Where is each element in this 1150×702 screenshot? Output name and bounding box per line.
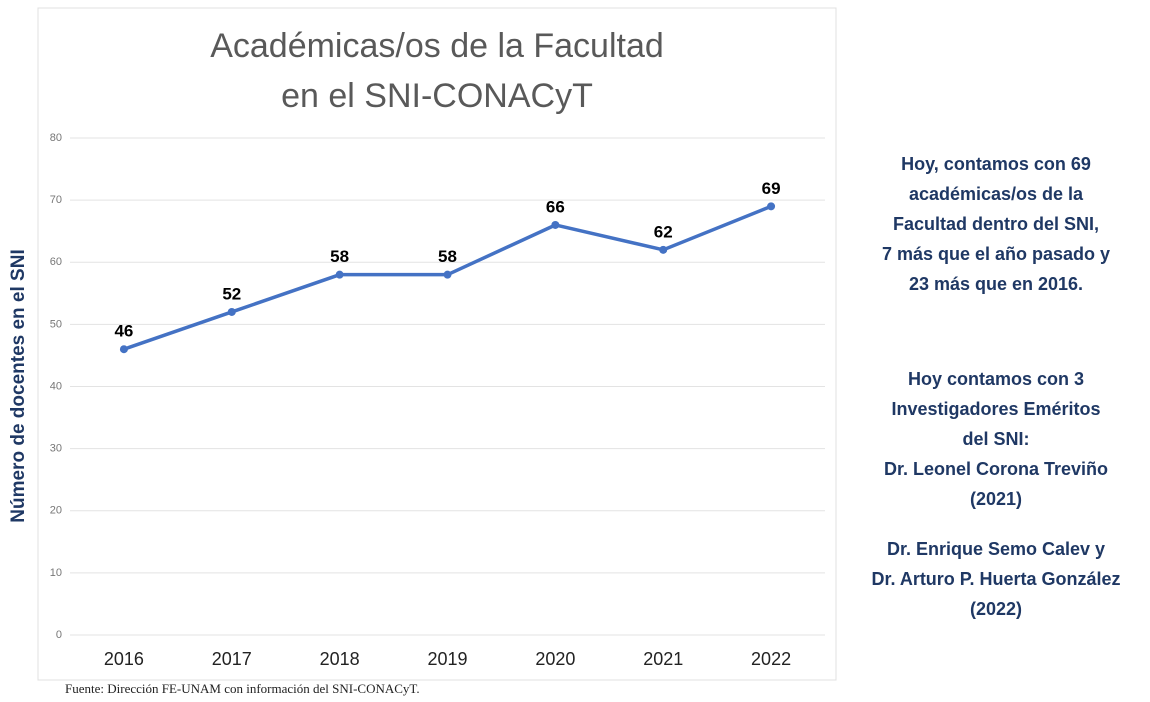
x-tick-label: 2017 (212, 649, 252, 669)
annotation-text: (2022) (970, 599, 1022, 619)
data-point (767, 202, 776, 211)
x-tick-label: 2019 (427, 649, 467, 669)
y-tick-label: 60 (50, 256, 62, 268)
annotation-text: del SNI: (962, 429, 1029, 449)
data-label: 46 (114, 322, 133, 341)
data-point (335, 270, 344, 279)
annotation-text: 7 más que el año pasado y (882, 244, 1110, 264)
chart-frame (37, 7, 837, 681)
y-tick-label: 70 (50, 194, 62, 206)
data-point (443, 270, 452, 279)
chart-title: Académicas/os de la Facultad (210, 27, 664, 65)
x-tick-label: 2016 (104, 649, 144, 669)
annotation-text: Dr. Arturo P. Huerta González (871, 569, 1120, 589)
x-tick-label: 2020 (535, 649, 575, 669)
data-point (551, 220, 560, 229)
x-tick-label: 2022 (751, 649, 791, 669)
y-tick-label: 50 (50, 318, 62, 330)
data-label: 66 (546, 197, 565, 216)
y-axis-label: Número de docentes en el SNI (8, 249, 29, 522)
annotation-text: 23 más que en 2016. (909, 274, 1083, 294)
data-label: 62 (654, 222, 673, 241)
y-tick-label: 0 (56, 629, 62, 641)
y-tick-label: 30 (50, 443, 62, 455)
annotation-text: Investigadores Eméritos (891, 399, 1100, 419)
annotation-text: Dr. Enrique Semo Calev y (887, 539, 1105, 559)
source-note: Fuente: Dirección FE-UNAM con informació… (65, 681, 420, 696)
y-tick-label: 10 (50, 567, 62, 579)
y-tick-label: 40 (50, 380, 62, 392)
x-tick-label: 2018 (320, 649, 360, 669)
annotation-text: académicas/os de la (909, 184, 1084, 204)
data-label: 52 (222, 284, 241, 303)
annotation-text: Hoy contamos con 3 (908, 369, 1084, 389)
y-tick-label: 20 (50, 505, 62, 517)
chart-title: en el SNI-CONACyT (281, 77, 593, 115)
y-tick-label: 80 (50, 132, 62, 144)
data-label: 58 (330, 247, 349, 266)
data-point (227, 307, 236, 316)
data-label: 69 (762, 179, 781, 198)
data-label: 58 (438, 247, 457, 266)
annotation-text: Dr. Leonel Corona Treviño (884, 459, 1108, 479)
x-tick-label: 2021 (643, 649, 683, 669)
annotation-text: Hoy, contamos con 69 (901, 154, 1091, 174)
annotation-text: Facultad dentro del SNI, (893, 214, 1099, 234)
data-point (659, 245, 668, 254)
annotation-text: (2021) (970, 489, 1022, 509)
data-point (119, 345, 128, 354)
